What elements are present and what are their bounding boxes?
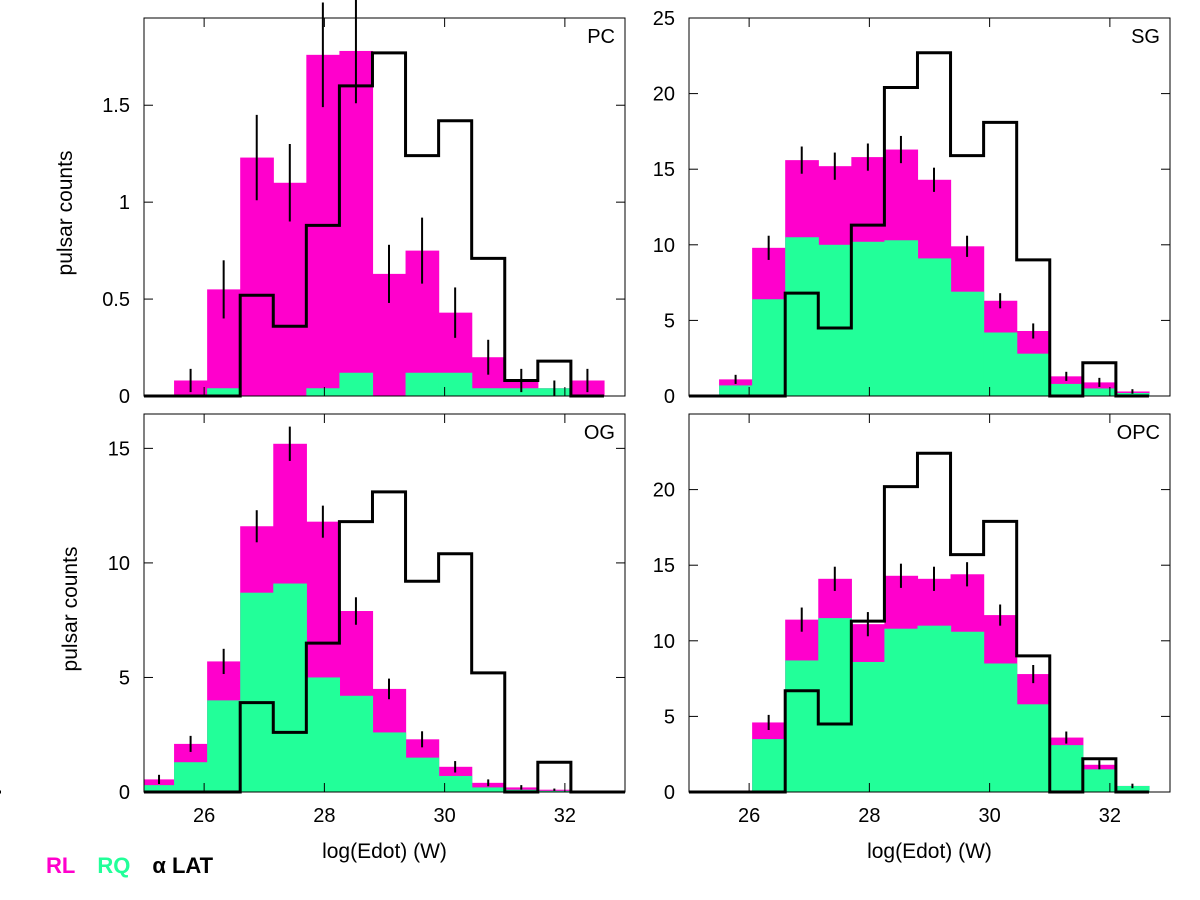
panel-pc: 0 0.5 1 1.5 PC pulsar counts — [54, 0, 626, 408]
rq-bar — [372, 732, 407, 792]
rq-bar — [1049, 745, 1084, 792]
rq-bar — [306, 388, 341, 396]
y-axis-label: pulsar counts — [54, 151, 77, 276]
y-tick-label: 0.5 — [102, 289, 130, 311]
rq-bar — [785, 660, 819, 792]
rq-bar — [983, 663, 1018, 792]
y-tick-label: 20 — [653, 84, 675, 106]
rq-bar — [818, 618, 852, 792]
rq-bar — [207, 388, 241, 396]
y-axis-label: pulsar counts — [59, 547, 82, 672]
y-tick-label: 10 — [108, 553, 130, 575]
plot-frame — [688, 413, 1171, 793]
rq-bar — [950, 291, 985, 396]
rq-bar — [1082, 769, 1117, 792]
panel-title: PC — [587, 26, 615, 48]
y-tick-label: 0 — [664, 782, 675, 804]
y-tick-label: 15 — [108, 438, 130, 460]
rq-bar — [537, 790, 572, 792]
x-tick-label: 30 — [434, 805, 456, 827]
rq-bar — [1016, 704, 1051, 792]
rq-bar — [405, 372, 440, 396]
rq-bar — [471, 787, 506, 792]
rq-bar — [471, 388, 506, 396]
y-tick-label: 20 — [653, 480, 675, 502]
panel-title: OG — [584, 422, 615, 444]
legend: RL RQ α LAT — [46, 853, 235, 879]
rq-bar — [752, 739, 786, 792]
y-tick-label: 1.5 — [102, 95, 130, 117]
y-tick-label: 5 — [119, 667, 130, 689]
plot-frame — [143, 17, 626, 397]
x-axis-label: log(Edot) (W) — [322, 840, 447, 863]
rq-bar — [851, 241, 886, 396]
plot-frame — [143, 413, 626, 793]
rq-bar — [884, 628, 919, 792]
y-tick-label: 10 — [653, 235, 675, 257]
rq-bar — [273, 583, 307, 792]
rq-bar — [1016, 353, 1051, 396]
x-tick-label: 26 — [738, 805, 760, 827]
panel-og: 0 5 10 15 26 28 30 32 OG pulsar counts log(Edot) (… — [59, 413, 626, 863]
y-tick-label: 0 — [119, 782, 130, 804]
y-tick-label: 5 — [664, 706, 675, 728]
rq-bar — [917, 258, 952, 396]
panel-title: SG — [1131, 26, 1160, 48]
rq-bar — [1082, 388, 1117, 396]
rq-bar — [1115, 785, 1150, 792]
rq-bar — [950, 631, 985, 792]
rq-bar — [719, 385, 753, 396]
plot-frame — [688, 17, 1171, 397]
rq-bar — [884, 240, 919, 396]
x-tick-label: 28 — [858, 805, 880, 827]
rq-bar — [438, 372, 473, 396]
rq-bar — [1115, 392, 1150, 396]
rq-bar — [1049, 383, 1084, 396]
y-tick-label: 1 — [119, 192, 130, 214]
rq-bar — [339, 372, 374, 396]
panel-opc: 0 5 10 15 20 26 28 30 32 OPC log(Edot) (W) — [0, 413, 1171, 863]
x-tick-label: 30 — [979, 805, 1001, 827]
rq-bar — [306, 677, 341, 792]
x-tick-label: 32 — [1099, 805, 1121, 827]
y-tick-label: 0 — [664, 386, 675, 408]
rq-bar — [144, 785, 175, 792]
y-tick-label: 5 — [664, 310, 675, 332]
rq-bar — [785, 237, 819, 396]
rq-bar — [339, 695, 374, 792]
rq-bar — [240, 592, 274, 792]
panel-sg: 0 5 10 15 20 25 SG — [653, 8, 1171, 408]
rq-bar — [405, 757, 440, 792]
rq-bar — [917, 625, 952, 792]
x-tick-label: 32 — [554, 805, 576, 827]
x-axis-label: log(Edot) (W) — [867, 840, 992, 863]
rq-bar — [851, 661, 886, 792]
legend-rq: RQ — [97, 853, 131, 878]
y-tick-label: 15 — [653, 555, 675, 577]
y-tick-label: 25 — [653, 8, 675, 30]
lat-step-line — [144, 490, 625, 794]
rq-bar — [174, 762, 208, 792]
lat-step-line — [144, 51, 604, 398]
rq-bar — [818, 244, 852, 396]
legend-lat: α LAT — [152, 853, 214, 878]
rq-bar — [207, 700, 241, 792]
legend-rl: RL — [46, 853, 76, 878]
x-tick-label: 28 — [313, 805, 335, 827]
rq-bar — [983, 332, 1018, 396]
rq-bar — [752, 299, 786, 396]
panel-title: OPC — [1117, 422, 1160, 444]
y-tick-label: 15 — [653, 159, 675, 181]
rq-bar — [438, 775, 473, 792]
x-tick-label: 26 — [193, 805, 215, 827]
y-tick-label: 0 — [119, 386, 130, 408]
y-tick-label: 10 — [653, 631, 675, 653]
rl-bar — [339, 50, 374, 396]
